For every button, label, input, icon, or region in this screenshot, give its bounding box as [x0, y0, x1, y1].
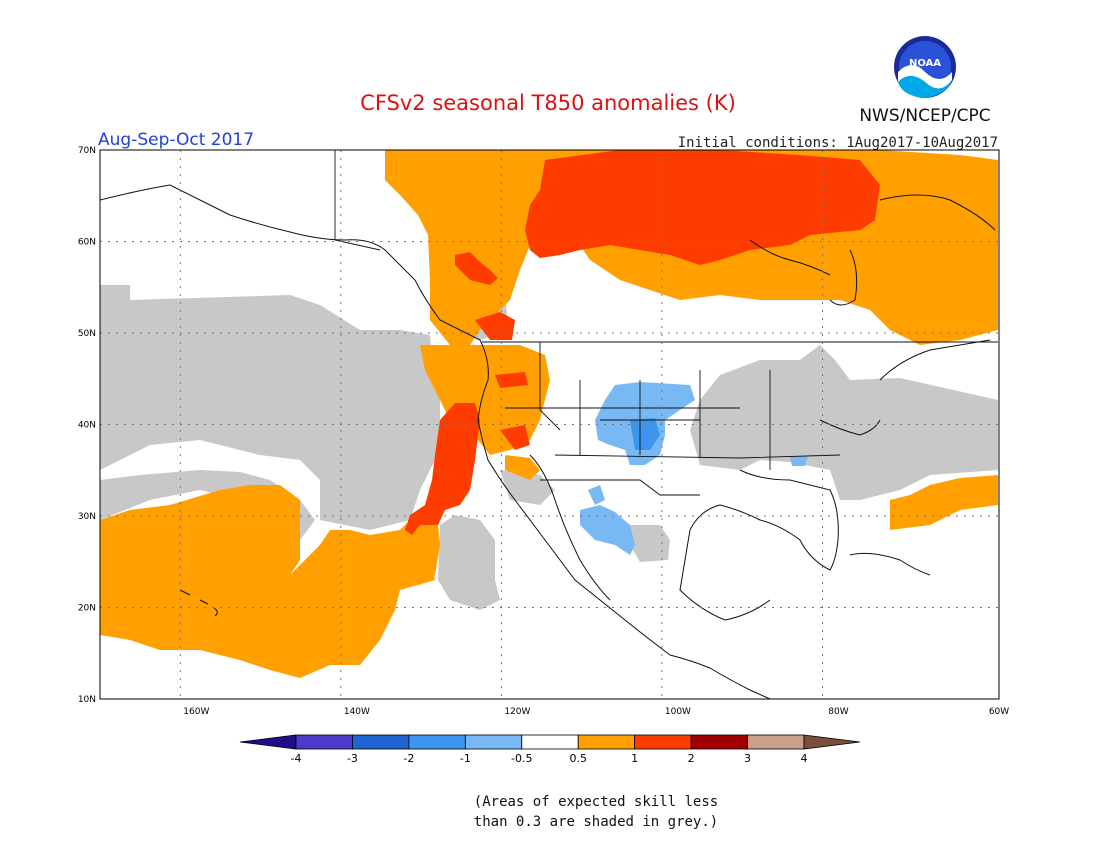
map-area	[99, 149, 1000, 700]
colorbar-tick-label: 0.5	[569, 752, 587, 765]
colorbar-tick-label: 3	[744, 752, 751, 765]
lat-tick-label: 70N	[78, 146, 96, 156]
longitude-axis: 160W 140W 120W 100W 80W 60W	[183, 707, 1009, 717]
lon-tick-label: 60W	[989, 707, 1009, 717]
colorbar-box	[521, 734, 579, 750]
colorbar-box	[577, 734, 636, 750]
colorbar-low-end	[239, 734, 297, 750]
red-warm-region	[405, 150, 880, 535]
colorbar-box	[747, 734, 805, 750]
season-label: Aug-Sep-Oct 2017	[98, 130, 254, 150]
colorbar-box	[352, 734, 410, 750]
gridlines	[100, 150, 999, 699]
colorbar-box	[295, 734, 353, 750]
colorbar-box	[464, 734, 523, 750]
colorbar-high-end	[803, 734, 861, 750]
lon-tick-label: 80W	[828, 707, 848, 717]
logo-text: NOAA	[909, 58, 941, 69]
latitude-axis: 70N 60N 50N 40N 30N 20N 10N	[78, 146, 96, 705]
colorbar-tick-label: 4	[801, 752, 808, 765]
colorbar-tick-label: -1	[460, 752, 471, 765]
lon-tick-label: 160W	[183, 707, 209, 717]
coastlines	[100, 184, 996, 699]
colorbar-box	[690, 734, 748, 750]
map-title: CFSv2 seasonal T850 anomalies (K)	[360, 91, 736, 115]
colorbar-tick-label: -4	[291, 752, 302, 765]
map-frame	[99, 149, 1000, 700]
initial-conditions: Initial conditions: 1Aug2017-10Aug2017	[678, 135, 998, 151]
skill-note-line2: than 0.3 are shaded in grey.)	[474, 814, 718, 830]
lat-tick-label: 50N	[78, 329, 96, 339]
colorbar-tick-label: 1	[631, 752, 638, 765]
colorbar-tick-label: -0.5	[511, 752, 532, 765]
noaa-logo: NOAA	[894, 36, 956, 98]
colorbar-tick-label: 2	[688, 752, 695, 765]
lat-tick-label: 20N	[78, 604, 96, 614]
lon-tick-label: 120W	[504, 707, 530, 717]
colorbar-box	[634, 734, 692, 750]
lat-tick-label: 60N	[78, 238, 96, 248]
colorbar-tick-label: -3	[347, 752, 358, 765]
lat-tick-label: 10N	[78, 695, 96, 705]
skill-note-line1: (Areas of expected skill less	[474, 794, 718, 810]
political-boundaries	[334, 150, 998, 496]
colorbar-box	[408, 734, 466, 750]
lat-tick-label: 30N	[78, 512, 96, 522]
colorbar: -4 -3 -2 -1 -0.5 0.5 1 2 3 4	[239, 734, 861, 765]
colorbar-tick-label: -2	[403, 752, 414, 765]
agency-label: NWS/NCEP/CPC	[859, 106, 990, 126]
cool-anomaly-region	[580, 382, 808, 555]
lon-tick-label: 100W	[665, 707, 691, 717]
lat-tick-label: 40N	[78, 421, 96, 431]
lon-tick-label: 140W	[344, 707, 370, 717]
